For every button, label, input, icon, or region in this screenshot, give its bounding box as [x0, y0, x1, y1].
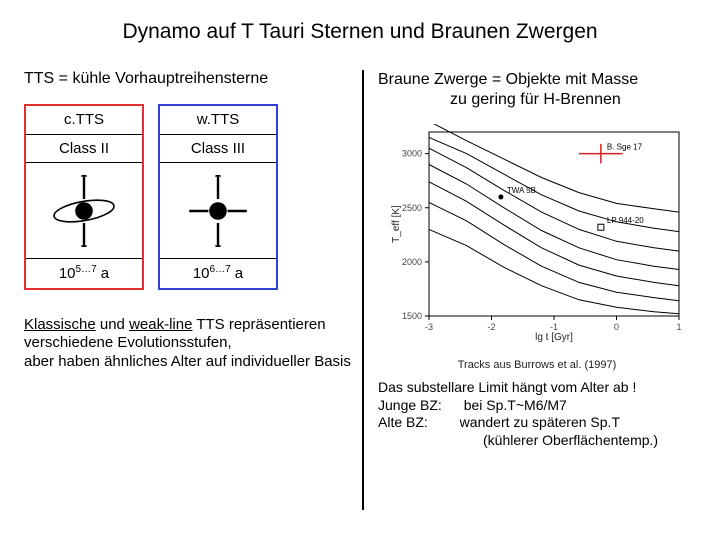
teff-vs-logt-chart: -3 -2 -1 0 1 1500 2000 2500 3000 lg t [Gyr] T_eff …	[387, 124, 687, 344]
ctts-head: c.TTS	[26, 106, 142, 135]
ctts-diagram	[26, 163, 142, 259]
ctts-timescale: 105…7 a	[26, 259, 142, 288]
wtts-box: w.TTS Class III	[158, 104, 278, 290]
svg-text:lg t [Gyr]: lg t [Gyr]	[535, 332, 573, 343]
two-column-layout: TTS = kühle Vorhauptreihensterne c.TTS C…	[24, 70, 696, 510]
chart-credit: Tracks aus Burrows et al. (1997)	[378, 359, 696, 371]
page-title: Dynamo auf T Tauri Sternen und Braunen Z…	[24, 20, 696, 44]
svg-text:LP 944-20: LP 944-20	[607, 216, 644, 225]
svg-text:-2: -2	[487, 322, 495, 332]
svg-text:3000: 3000	[402, 149, 422, 159]
svg-text:T_eff [K]: T_eff [K]	[391, 205, 402, 243]
star-with-disk-icon	[42, 175, 126, 247]
svg-text:-1: -1	[550, 322, 558, 332]
wtts-head: w.TTS	[160, 106, 276, 135]
svg-text:-3: -3	[425, 322, 433, 332]
ctts-class: Class II	[26, 135, 142, 164]
wtts-timescale: 106…7 a	[160, 259, 276, 288]
bd-definition: Braune Zwerge = Objekte mit Masse zu ger…	[378, 70, 696, 110]
ctts-box: c.TTS Class II 105…7 a	[24, 104, 144, 290]
left-column: TTS = kühle Vorhauptreihensterne c.TTS C…	[24, 70, 364, 510]
svg-text:1500: 1500	[402, 311, 422, 321]
svg-text:B. Sge 17: B. Sge 17	[607, 143, 643, 152]
svg-text:0: 0	[614, 322, 619, 332]
substellar-limit-note: Das substellare Limit hängt vom Alter ab…	[378, 379, 696, 449]
star-with-jets-icon	[176, 175, 260, 247]
tts-definition: TTS = kühle Vorhauptreihensterne	[24, 70, 352, 88]
tts-note: Klassische und weak-line TTS repräsentie…	[24, 316, 352, 372]
wtts-diagram	[160, 163, 276, 259]
svg-text:2000: 2000	[402, 257, 422, 267]
right-column: Braune Zwerge = Objekte mit Masse zu ger…	[364, 70, 696, 510]
tts-classification-boxes: c.TTS Class II 105…7 a	[24, 104, 352, 290]
svg-text:TWA 5B: TWA 5B	[507, 186, 536, 195]
evolution-tracks-chart: -3 -2 -1 0 1 1500 2000 2500 3000 lg t [Gyr] T_eff …	[387, 124, 687, 349]
wtts-class: Class III	[160, 135, 276, 164]
svg-text:1: 1	[676, 322, 681, 332]
svg-text:2500: 2500	[402, 203, 422, 213]
